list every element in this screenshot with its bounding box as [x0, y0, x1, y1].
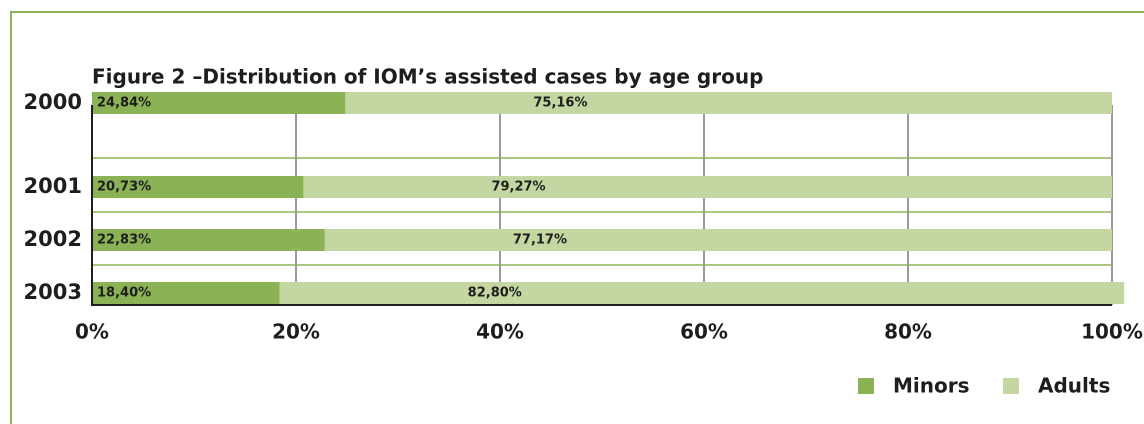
- data-label: 24,84%: [97, 96, 151, 111]
- chart-title: Figure 2 –Distribution of IOM’s assisted…: [92, 65, 763, 89]
- bar-segment: [324, 229, 1113, 251]
- x-tick-label: 0%: [75, 320, 109, 344]
- bar-segment: [92, 176, 304, 198]
- data-label: 82,80%: [468, 286, 522, 301]
- data-label: 18,40%: [97, 286, 151, 301]
- bar-segment: [303, 176, 1112, 198]
- y-tick-label: 2000: [24, 90, 82, 114]
- y-tick-label: 2003: [24, 280, 82, 304]
- bar-segment: [92, 282, 280, 304]
- data-label: 77,17%: [513, 233, 567, 248]
- bar-segment: [279, 282, 1125, 304]
- y-tick-label: 2001: [24, 174, 82, 198]
- x-tick-label: 80%: [884, 320, 932, 344]
- legend-label: Minors: [893, 374, 970, 398]
- x-tick-label: 40%: [476, 320, 524, 344]
- x-tick-label: 60%: [680, 320, 728, 344]
- data-label: 22,83%: [97, 233, 151, 248]
- bar-segment: [92, 229, 325, 251]
- legend-label: Adults: [1038, 374, 1110, 398]
- bar-segment: [345, 92, 1112, 114]
- x-tick-label: 20%: [272, 320, 320, 344]
- data-label: 75,16%: [533, 96, 587, 111]
- x-tick-label: 100%: [1081, 320, 1143, 344]
- data-label: 79,27%: [491, 180, 545, 195]
- bar-segment: [92, 92, 346, 114]
- y-tick-label: 2002: [24, 227, 82, 251]
- legend-swatch: [1003, 378, 1019, 394]
- legend-swatch: [858, 378, 874, 394]
- data-label: 20,73%: [97, 180, 151, 195]
